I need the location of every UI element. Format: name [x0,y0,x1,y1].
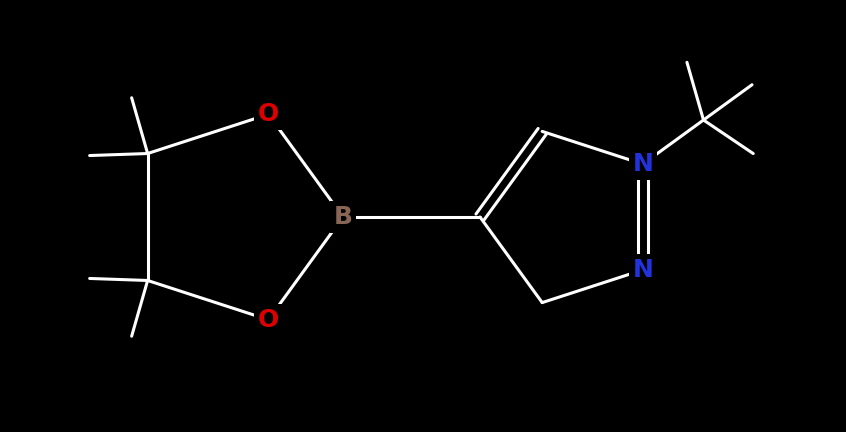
Text: N: N [632,258,653,282]
Text: B: B [333,205,353,229]
Text: O: O [258,102,279,126]
Text: O: O [258,308,279,332]
Text: N: N [632,152,653,176]
